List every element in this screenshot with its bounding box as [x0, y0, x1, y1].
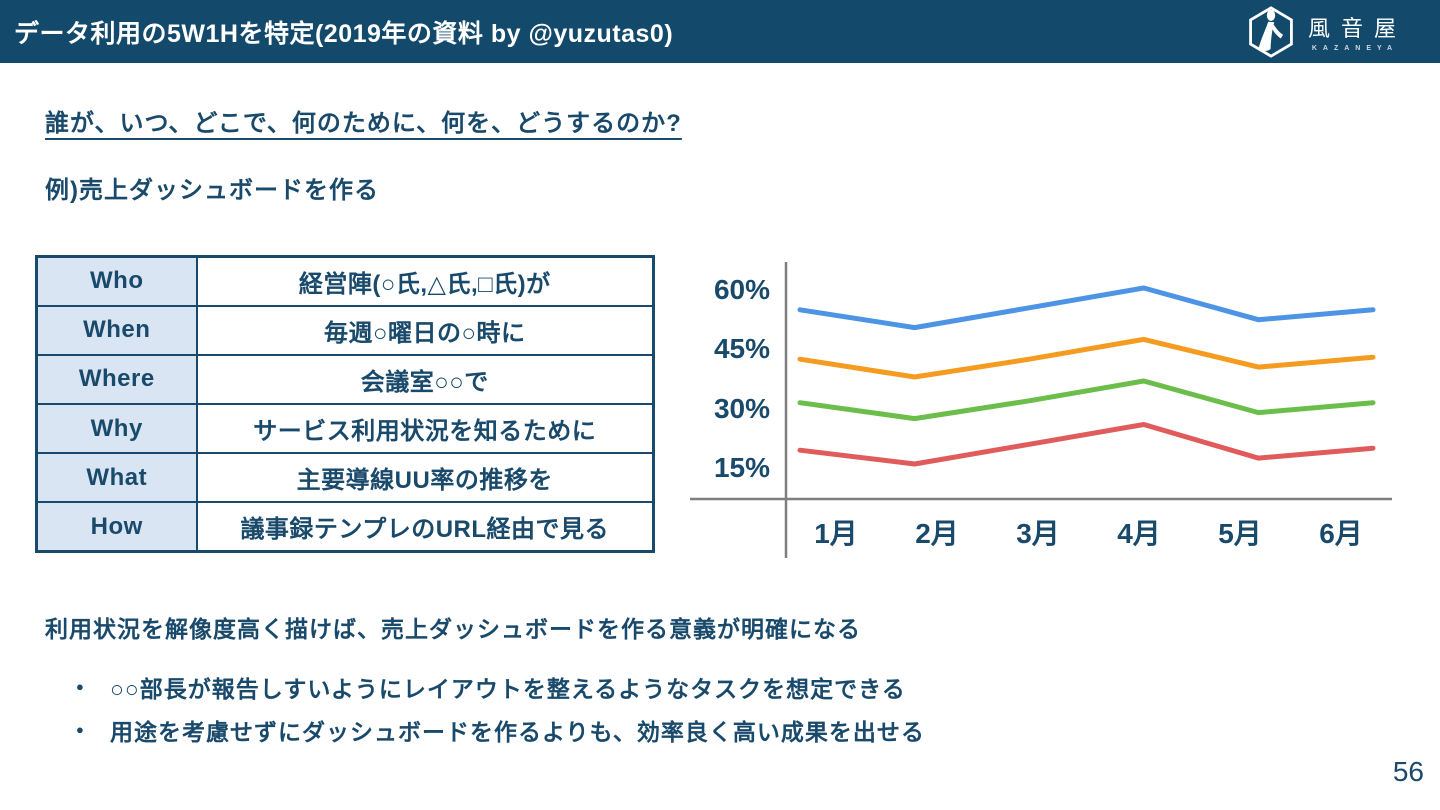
slide-title: データ利用の5W1Hを特定(2019年の資料 by @yuzutas0): [14, 19, 674, 48]
kazaneya-logo: 風音屋 KAZANEYA: [1246, 6, 1396, 63]
bullet-item: ● ○○部長が報告しすいようにレイアウトを整えるようなタスクを想定できる: [76, 670, 925, 704]
row-value-cell: 会議室○○で: [195, 353, 655, 405]
row-value-cell: サービス利用状況を知るために: [195, 402, 655, 455]
bullet-dot-icon: ●: [76, 722, 84, 737]
example-label: 例)売上ダッシュボードを作る: [45, 177, 379, 204]
uu-rate-line-chart: 60% 45% 30% 15% 1月 2月 3月 4月 5月 6月: [690, 255, 1410, 565]
row-label-cell: Who: [35, 255, 198, 307]
y-tick-label: 15%: [713, 452, 770, 483]
x-tick-label: 1月: [814, 518, 858, 549]
main-heading: 誰が、いつ、どこで、何のために、何を、どうするのか?: [45, 110, 682, 137]
table-row: Where 会議室○○で: [35, 353, 655, 405]
row-value-cell: 毎週○曜日の○時に: [195, 304, 655, 356]
chart-line-blue: [797, 285, 1376, 331]
y-tick-label: 60%: [713, 274, 770, 305]
header-bar: データ利用の5W1Hを特定(2019年の資料 by @yuzutas0) 風音屋…: [0, 0, 1440, 63]
bullet-list: ● ○○部長が報告しすいようにレイアウトを整えるようなタスクを想定できる ● 用…: [76, 670, 925, 747]
bullet-text: 用途を考慮せずにダッシュボードを作るよりも、効率良く高い成果を出せる: [110, 719, 925, 745]
chart-line-red: [797, 422, 1376, 467]
bullet-text: ○○部長が報告しすいようにレイアウトを整えるようなタスクを想定できる: [110, 676, 906, 702]
y-tick-label: 30%: [713, 393, 770, 424]
row-label-cell: How: [35, 501, 198, 553]
x-tick-label: 3月: [1016, 518, 1060, 549]
chart-lines-group: [797, 285, 1376, 467]
bullet-item: ● 用途を考慮せずにダッシュボードを作るよりも、効率良く高い成果を出せる: [76, 713, 925, 747]
row-value-cell: 主要導線UU率の推移を: [195, 452, 655, 504]
table-row: How 議事録テンプレのURL経由で見る: [35, 501, 655, 553]
row-label-cell: What: [35, 452, 198, 504]
row-label-cell: Why: [35, 402, 198, 455]
page-number: 56: [1392, 756, 1424, 787]
logo-text: 風音屋 KAZANEYA: [1308, 17, 1399, 52]
chart-line-orange: [797, 336, 1376, 380]
chart-canvas: [690, 262, 1392, 558]
logo-hexagon-icon: [1246, 6, 1296, 63]
table-row: What 主要導線UU率の推移を: [35, 452, 655, 504]
row-value-cell: 議事録テンプレのURL経由で見る: [195, 501, 655, 553]
x-tick-label: 4月: [1117, 518, 1161, 549]
x-tick-label: 5月: [1218, 518, 1262, 549]
row-label-cell: Where: [35, 353, 198, 405]
conclusion-text: 利用状況を解像度高く描けば、売上ダッシュボードを作る意義が明確になる: [45, 616, 861, 642]
x-tick-label: 2月: [915, 518, 959, 549]
logo-romaji: KAZANEYA: [1311, 44, 1399, 52]
row-value-cell: 経営陣(○氏,△氏,□氏)が: [195, 255, 655, 307]
chart-line-green: [797, 378, 1376, 422]
table-row: Who 経営陣(○氏,△氏,□氏)が: [35, 255, 655, 307]
row-label-cell: When: [35, 304, 198, 356]
table-row: Why サービス利用状況を知るために: [35, 402, 655, 455]
five-w-one-h-table: Who 経営陣(○氏,△氏,□氏)が When 毎週○曜日の○時に Where …: [35, 255, 655, 553]
y-tick-label: 45%: [713, 333, 770, 364]
bullet-dot-icon: ●: [76, 679, 84, 694]
x-tick-label: 6月: [1319, 518, 1363, 549]
logo-name: 風音屋: [1307, 16, 1407, 42]
table-row: When 毎週○曜日の○時に: [35, 304, 655, 356]
